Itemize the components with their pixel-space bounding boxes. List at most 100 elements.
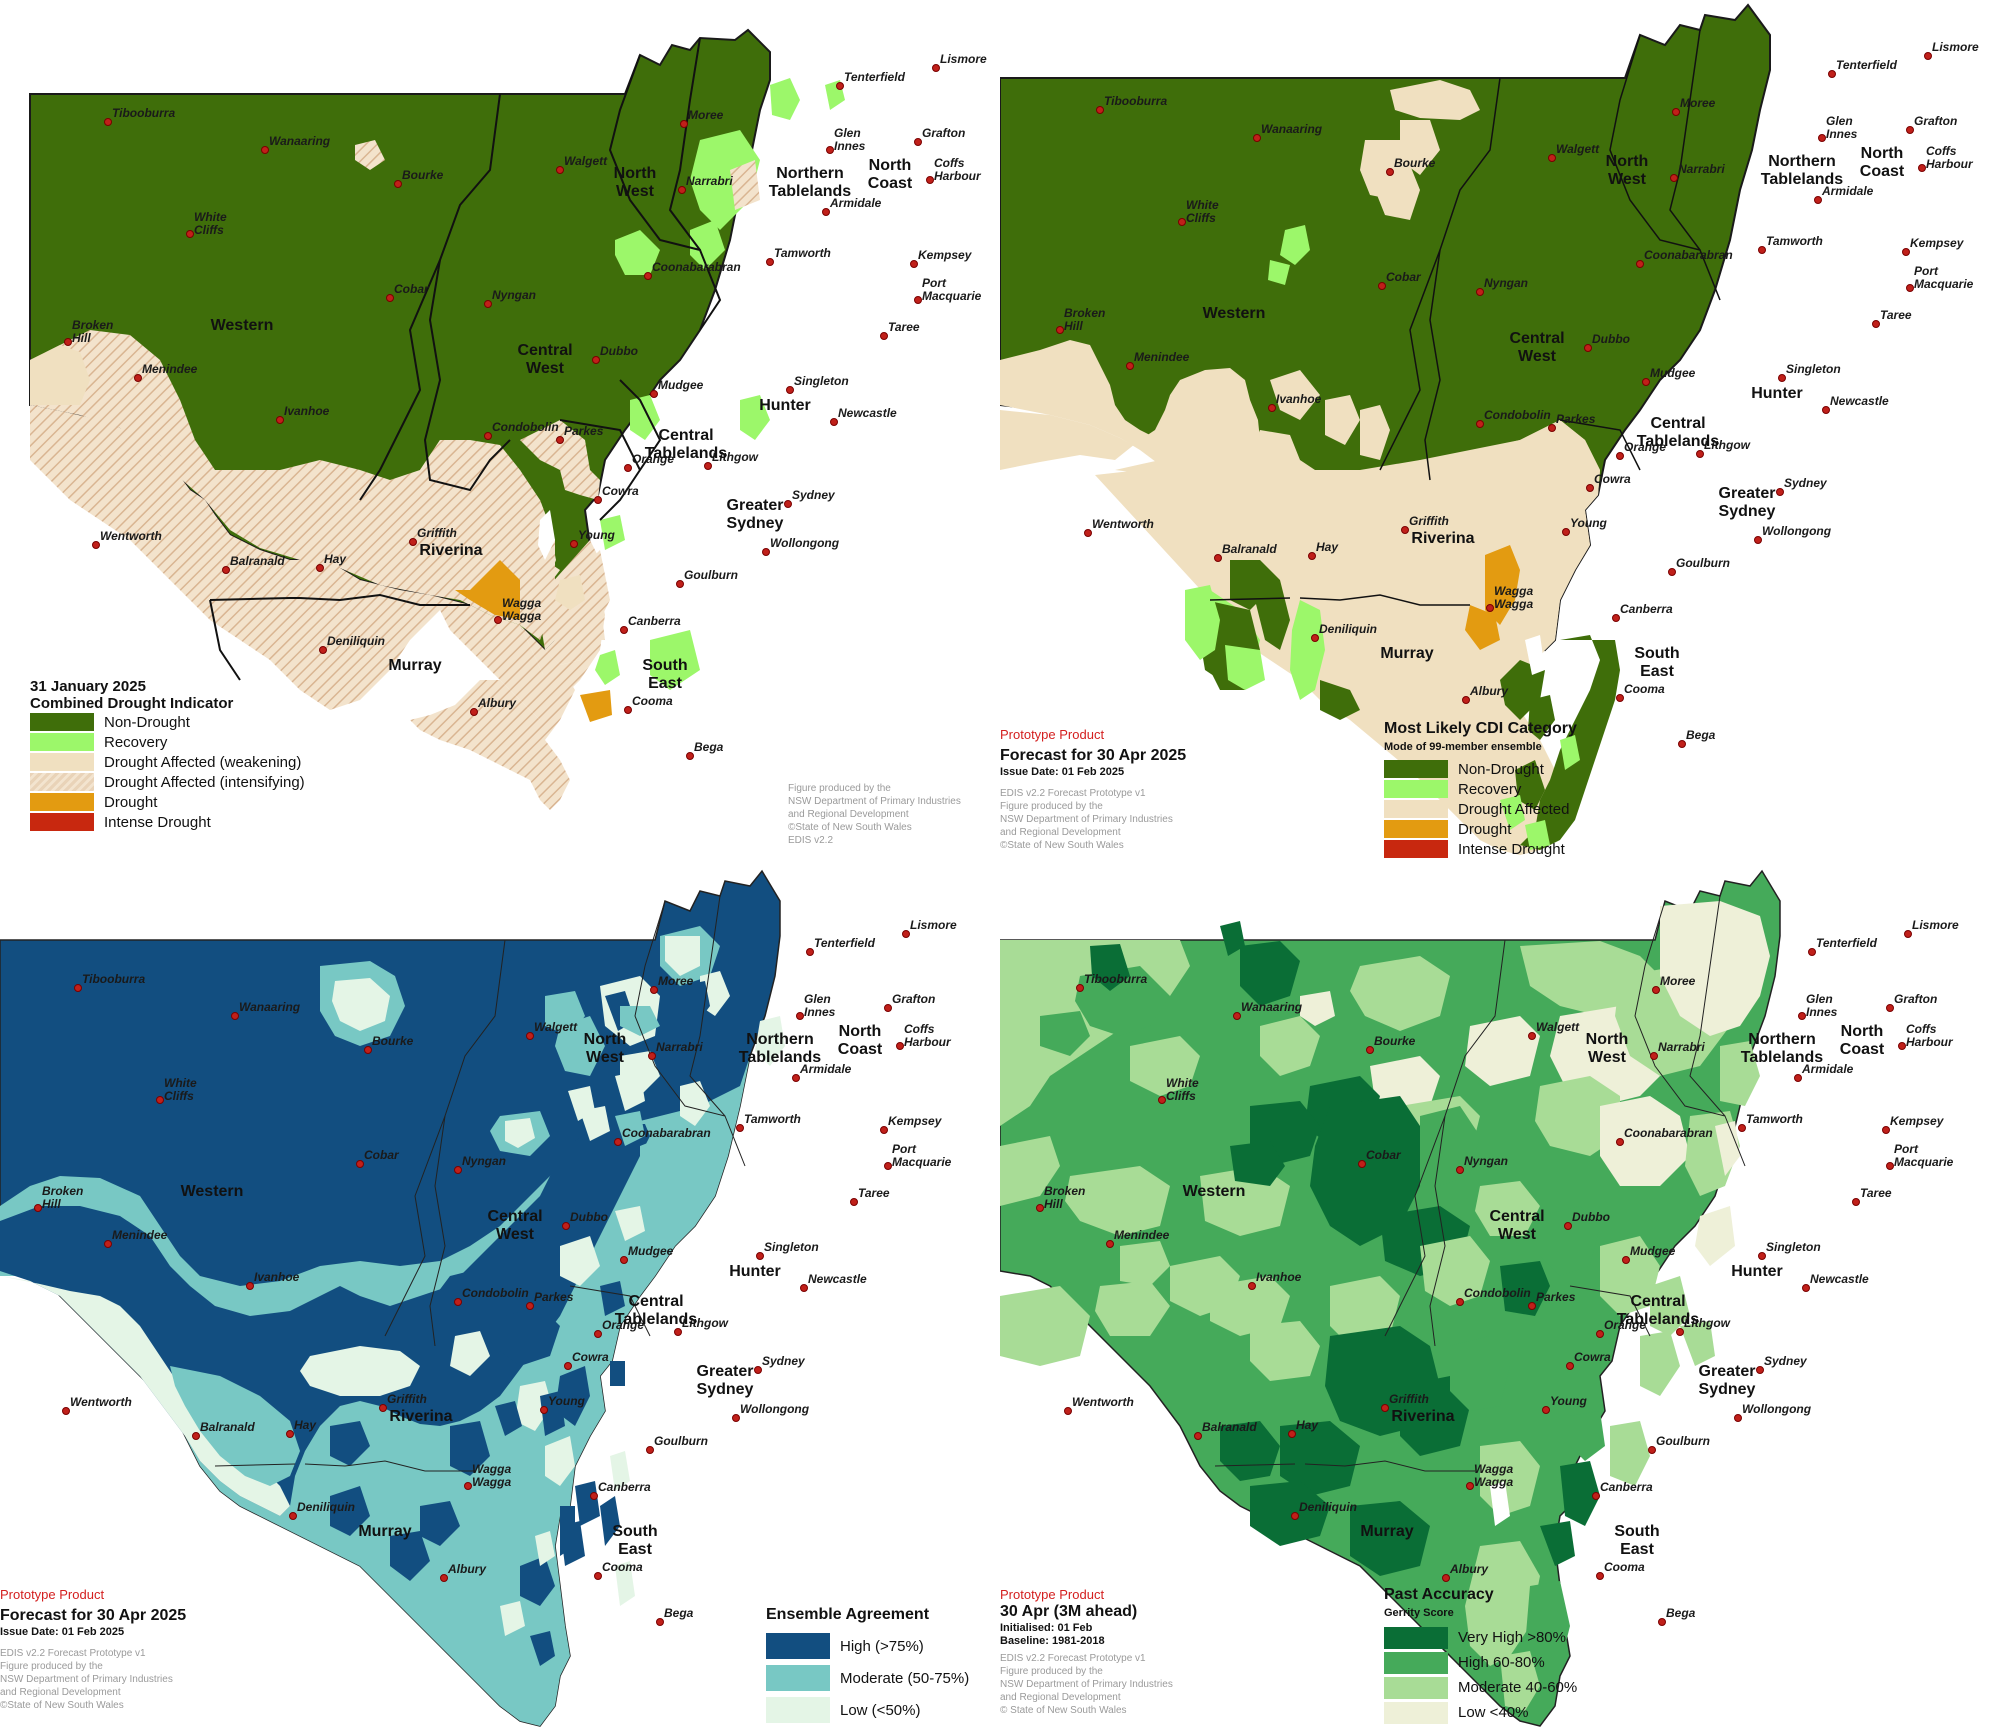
town-label: Griffith xyxy=(1409,514,1449,528)
town-label: Orange xyxy=(1624,440,1666,454)
town-label: Wagga xyxy=(1494,597,1533,611)
town-label: Newcastle xyxy=(808,1272,867,1286)
town-marker xyxy=(1064,1407,1072,1415)
town-marker xyxy=(316,564,324,572)
town-label: Cliffs xyxy=(1186,211,1216,225)
town-marker xyxy=(1528,1302,1536,1310)
town-label: Wentworth xyxy=(1072,1395,1134,1409)
town-label: Condobolin xyxy=(492,420,559,434)
town-label: Wollongong xyxy=(740,1402,810,1416)
town-marker xyxy=(836,82,844,90)
legend-item: Recovery xyxy=(30,732,305,752)
town-label: Nyngan xyxy=(1464,1154,1508,1168)
town-marker xyxy=(786,386,794,394)
credit-line: EDIS v2.2 Forecast Prototype v1 xyxy=(1000,788,1146,799)
town-marker xyxy=(1106,1240,1114,1248)
town-label: Glen xyxy=(1826,114,1853,128)
legend-item: Drought Affected (weakening) xyxy=(30,752,305,772)
legend-label: Drought Affected (intensifying) xyxy=(104,773,305,791)
region-label: Murray xyxy=(388,657,441,674)
town-marker xyxy=(1902,248,1910,256)
town-marker xyxy=(1898,1042,1906,1050)
town-marker xyxy=(1616,452,1624,460)
town-label: Goulburn xyxy=(1656,1434,1710,1448)
credit-line: © State of New South Wales xyxy=(1000,1705,1127,1716)
town-marker xyxy=(1822,406,1830,414)
town-label: Deniliquin xyxy=(327,634,385,648)
town-label: Harbour xyxy=(904,1035,952,1049)
legend-item: Drought xyxy=(30,792,305,812)
town-label: Walgett xyxy=(564,154,608,168)
prototype-label: Prototype Product xyxy=(1000,1587,1105,1602)
town-marker xyxy=(792,1074,800,1082)
town-label: Tenterfield xyxy=(844,70,906,84)
credit-line: Figure produced by the xyxy=(1000,801,1103,812)
town-marker xyxy=(1548,154,1556,162)
town-label: Moree xyxy=(1680,96,1716,110)
town-label: Armidale xyxy=(829,196,882,210)
region-label: West xyxy=(1518,348,1557,365)
town-marker xyxy=(896,1042,904,1050)
town-label: Mudgee xyxy=(1650,366,1696,380)
nsw-state-shape xyxy=(1000,869,1781,1727)
town-marker xyxy=(1311,634,1319,642)
town-marker xyxy=(704,462,712,470)
legend-item: Intense Drought xyxy=(1384,839,1577,859)
region-label: Riverina xyxy=(419,542,482,559)
town-label: Hay xyxy=(324,552,347,566)
legend-swatch xyxy=(1384,820,1448,838)
town-marker xyxy=(464,1482,472,1490)
town-marker xyxy=(1734,1414,1742,1422)
town-marker xyxy=(494,616,502,624)
town-marker xyxy=(276,416,284,424)
town-marker xyxy=(1036,1204,1044,1212)
region-label: West xyxy=(1588,1049,1627,1066)
town-marker xyxy=(289,1512,297,1520)
town-marker xyxy=(379,1404,387,1412)
legend-label: High 60-80% xyxy=(1458,1654,1545,1671)
town-marker xyxy=(62,1407,70,1415)
legend-swatch xyxy=(1384,760,1448,778)
region-label: East xyxy=(648,675,682,692)
town-marker xyxy=(594,1330,602,1338)
town-marker xyxy=(1676,1328,1684,1336)
town-label: Coonabarabran xyxy=(622,1126,711,1140)
town-label: Orange xyxy=(1604,1318,1646,1332)
town-label: Hay xyxy=(1296,1418,1319,1432)
legend-swatch xyxy=(30,753,94,771)
town-marker xyxy=(1596,1330,1604,1338)
town-label: Dubbo xyxy=(570,1210,608,1224)
town-label: Sydney xyxy=(762,1354,806,1368)
region-label: Western xyxy=(211,317,274,334)
town-marker xyxy=(540,1406,548,1414)
town-label: Wagga xyxy=(502,596,541,610)
town-marker xyxy=(1808,948,1816,956)
town-label: White xyxy=(1166,1076,1199,1090)
town-label: Ivanhoe xyxy=(1256,1270,1302,1284)
town-marker xyxy=(1076,984,1084,992)
legend-item: Intense Drought xyxy=(30,812,305,832)
legend-item: Non-Drought xyxy=(1384,759,1577,779)
town-marker xyxy=(1756,1366,1764,1374)
town-label: Griffith xyxy=(387,1392,427,1406)
town-label: Taree xyxy=(858,1186,890,1200)
town-label: Orange xyxy=(602,1318,644,1332)
town-label: Sydney xyxy=(1764,1354,1808,1368)
town-marker xyxy=(1456,1298,1464,1306)
town-label: Cooma xyxy=(632,694,673,708)
town-label: Newcastle xyxy=(1810,1272,1869,1286)
town-label: Wanaaring xyxy=(269,134,331,148)
town-label: Grafton xyxy=(892,992,935,1006)
credit-line: NSW Department of Primary Industries xyxy=(0,1674,173,1685)
legend-swatch xyxy=(30,713,94,731)
town-label: Dubbo xyxy=(1592,332,1630,346)
town-marker xyxy=(884,1004,892,1012)
region-boundaries xyxy=(214,895,746,1472)
town-marker xyxy=(880,1126,888,1134)
town-marker xyxy=(1126,362,1134,370)
town-label: Goulburn xyxy=(654,1434,708,1448)
town-marker xyxy=(356,1160,364,1168)
town-marker xyxy=(1658,1618,1666,1626)
legend-label: Intense Drought xyxy=(104,813,211,831)
legend-title: Most Likely CDI Category xyxy=(1384,720,1577,737)
